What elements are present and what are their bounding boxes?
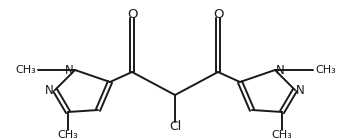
Text: CH₃: CH₃ [15,65,36,75]
Text: O: O [127,8,137,22]
Text: Cl: Cl [169,121,181,133]
Text: CH₃: CH₃ [315,65,336,75]
Text: CH₃: CH₃ [272,130,292,139]
Text: N: N [45,84,54,96]
Text: N: N [65,64,74,76]
Text: N: N [296,84,305,96]
Text: CH₃: CH₃ [58,130,78,139]
Text: O: O [213,8,223,22]
Text: N: N [276,64,285,76]
